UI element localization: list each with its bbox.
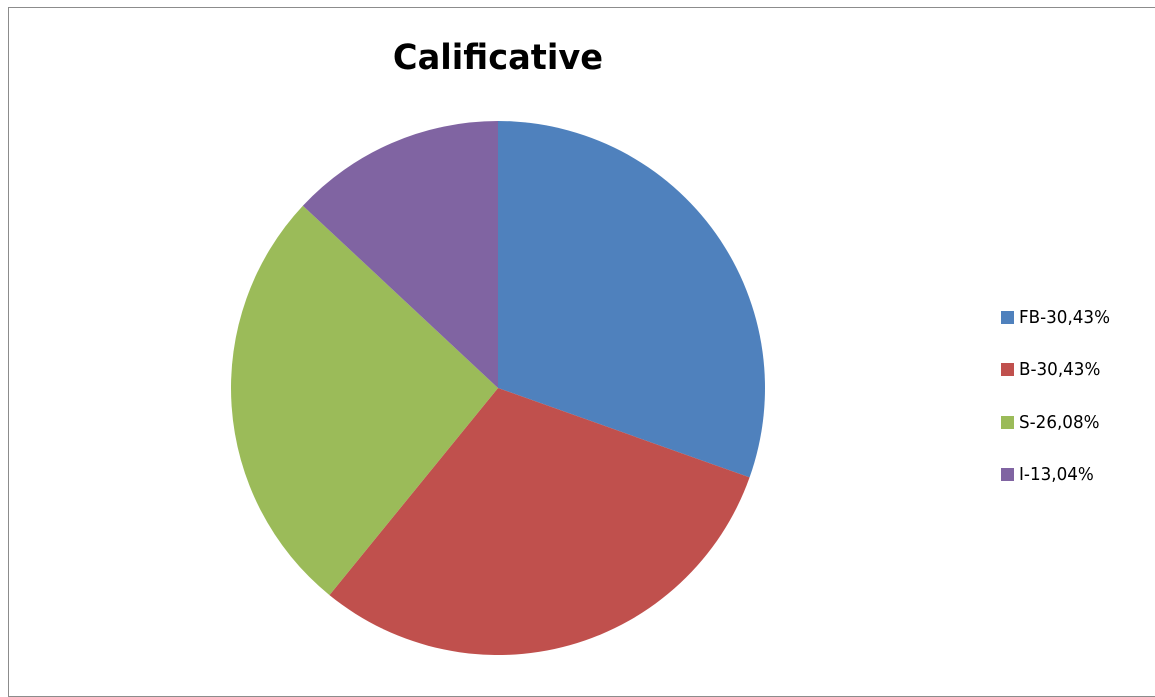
pie-slice-s <box>231 205 498 596</box>
pie-slices <box>231 121 766 655</box>
legend-swatch <box>1001 363 1014 376</box>
legend-swatch <box>1001 415 1014 429</box>
legend: FB-30,43% B-30,43% S-26,08% I-13,04% <box>1001 304 1117 514</box>
legend-swatch <box>1001 310 1014 324</box>
legend-label: B-30,43% <box>1019 359 1101 380</box>
legend-item-b: B-30,43% <box>1001 357 1117 383</box>
legend-label: S-26,08% <box>1019 411 1100 433</box>
legend-label: FB-30,43% <box>1019 306 1110 328</box>
legend-swatch <box>1001 468 1014 481</box>
legend-label: I-13,04% <box>1019 464 1094 485</box>
legend-item-i: I-13,04% <box>1001 462 1117 488</box>
chart-title: Calificative <box>392 38 604 78</box>
pie-slice-b <box>329 388 750 655</box>
pie-slice-fb <box>498 121 766 478</box>
pie-slice-i <box>302 121 498 388</box>
legend-item-s: S-26,08% <box>1001 409 1117 435</box>
legend-item-fb: FB-30,43% <box>1001 304 1117 330</box>
pie-chart <box>231 121 766 655</box>
